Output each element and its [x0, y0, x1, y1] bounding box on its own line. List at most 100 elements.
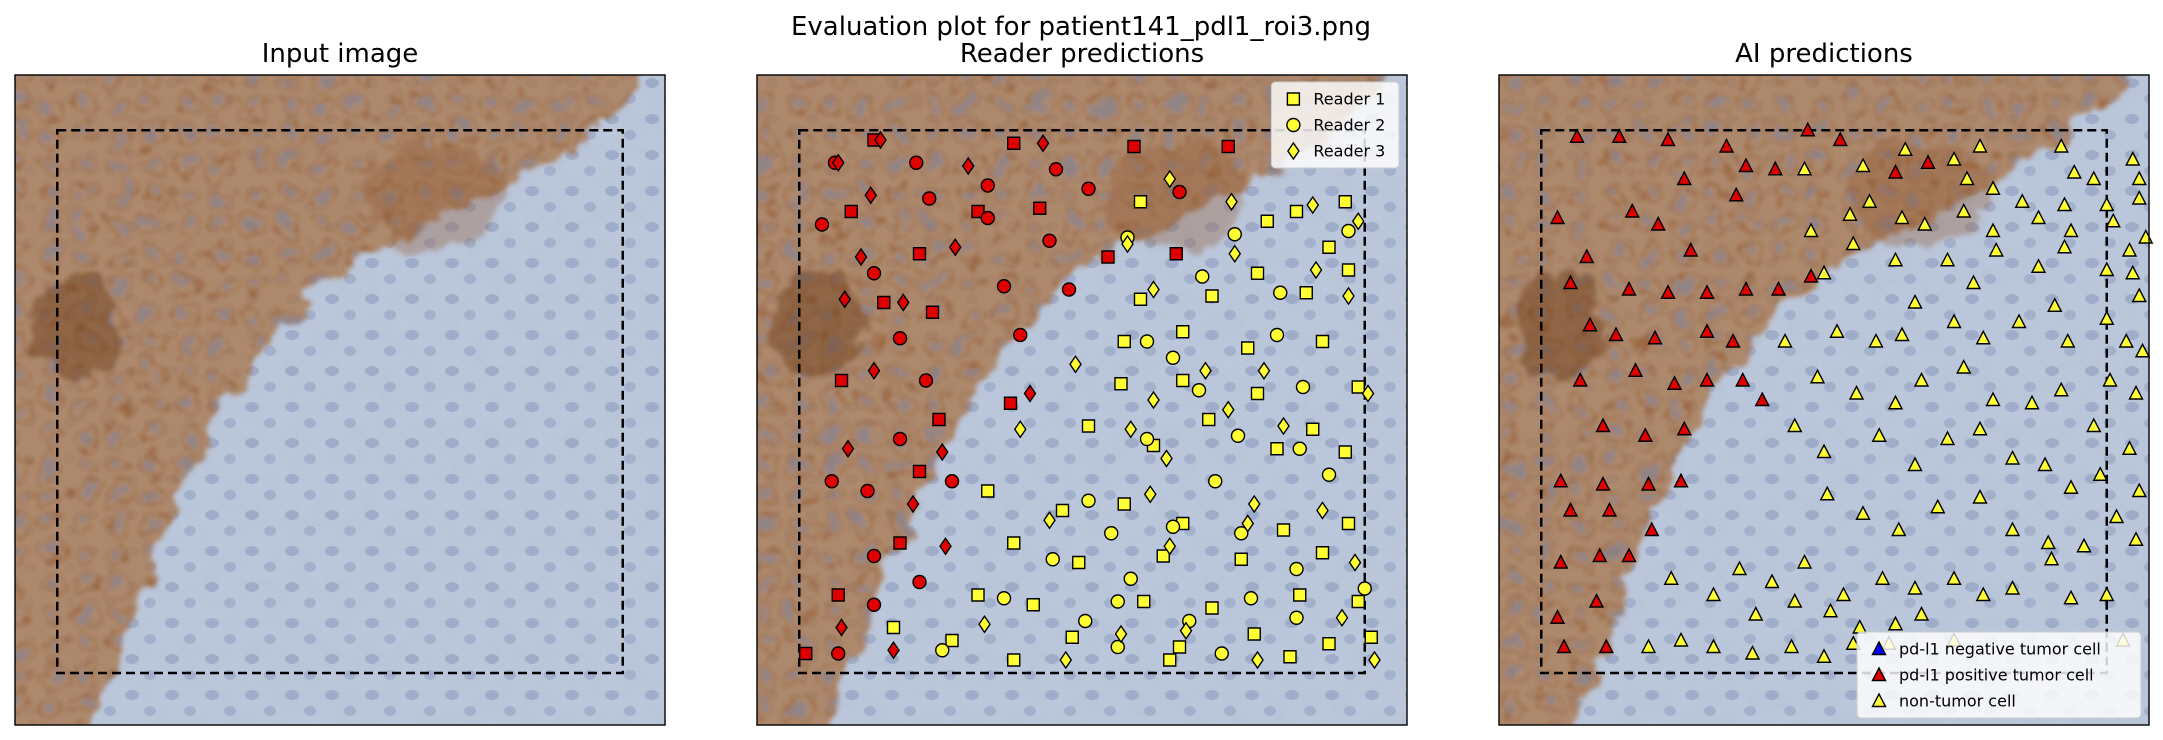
- data-point: [1199, 361, 1212, 380]
- ai-predictions-panel: AI predictions pd-l1 negative tumor cell p…: [1498, 39, 2154, 726]
- data-point: [1117, 334, 1131, 349]
- data-point: [1306, 195, 1320, 215]
- data-point: [1728, 186, 1744, 202]
- data-point: [867, 361, 881, 380]
- data-point: [1871, 427, 1887, 442]
- data-point: [1595, 475, 1611, 491]
- data-point: [1169, 247, 1183, 261]
- data-point: [2102, 371, 2118, 387]
- data-point: [1748, 605, 1764, 621]
- data-point: [1117, 497, 1131, 511]
- data-point: [1894, 209, 1910, 225]
- data-point: [2004, 449, 2021, 465]
- data-point: [2040, 534, 2056, 550]
- data-point: [1221, 400, 1235, 419]
- data-point: [1147, 280, 1160, 299]
- data-point: [2099, 310, 2115, 325]
- data-point: [1033, 201, 1047, 215]
- data-point: [1243, 591, 1259, 606]
- data-point: [2076, 537, 2092, 553]
- data-point: [831, 153, 845, 172]
- data-point: [1208, 474, 1223, 489]
- data-point: [1277, 416, 1290, 436]
- data-point: [1013, 420, 1027, 439]
- data-point: [1868, 332, 1884, 348]
- data-point: [1273, 285, 1288, 300]
- legend-entry-label: pd-l1 negative tumor cell: [1899, 640, 2101, 659]
- data-point: [1985, 391, 2001, 407]
- data-point: [1269, 327, 1285, 343]
- data-point: [1796, 553, 1813, 569]
- data-point: [1705, 638, 1722, 654]
- data-point: [2066, 163, 2082, 179]
- data-point: [961, 156, 975, 176]
- data-point: [996, 591, 1012, 606]
- data-point: [887, 641, 900, 660]
- legend-box: [1856, 631, 2142, 719]
- data-point: [1299, 286, 1313, 300]
- data-point: [1800, 121, 1816, 137]
- series-1: [814, 155, 1372, 661]
- data-point: [935, 442, 949, 462]
- data-point: [1322, 240, 1336, 254]
- data-point: [1165, 350, 1181, 365]
- data-point: [2131, 482, 2147, 498]
- legend-entry-label: pd-l1 positive tumor cell: [1899, 666, 2094, 685]
- series-0: [799, 133, 1378, 667]
- data-point: [1341, 223, 1356, 239]
- data-point: [1907, 456, 1923, 472]
- data-point: [2043, 550, 2060, 566]
- data-point: [866, 548, 882, 564]
- data-point: [1783, 638, 1800, 654]
- data-point: [1887, 251, 1904, 267]
- data-point: [1972, 488, 1988, 504]
- data-point: [1341, 263, 1356, 277]
- data-point: [1946, 570, 1962, 585]
- data-point: [1289, 561, 1304, 577]
- data-point: [1699, 323, 1715, 338]
- data-point: [1306, 422, 1320, 436]
- data-point: [1731, 560, 1748, 576]
- data-point: [1598, 638, 1614, 654]
- data-point: [2024, 394, 2040, 410]
- data-point: [1637, 427, 1653, 442]
- data-point: [1250, 266, 1265, 280]
- data-point: [866, 597, 882, 612]
- data-point: [2118, 332, 2134, 348]
- panel-title: AI predictions: [1735, 39, 1913, 69]
- data-point: [1179, 621, 1193, 640]
- data-point: [1227, 227, 1242, 242]
- data-point: [1160, 449, 1173, 468]
- data-point: [1595, 417, 1611, 433]
- data-point: [945, 633, 959, 648]
- data-point: [1260, 214, 1274, 228]
- data-point: [2086, 170, 2102, 186]
- axes-frame: [1498, 74, 2150, 726]
- data-point: [1250, 386, 1265, 401]
- data-point: [1214, 646, 1229, 661]
- legend-marker: [1871, 692, 1887, 708]
- data-point: [1283, 650, 1297, 664]
- data-point: [1777, 332, 1793, 348]
- data-point: [2099, 586, 2115, 602]
- data-point: [1341, 516, 1356, 531]
- data-point: [1114, 624, 1128, 644]
- data-point: [1624, 202, 1640, 218]
- legend-marker: [1286, 92, 1301, 106]
- axes-frame: [14, 74, 666, 726]
- data-point: [1081, 493, 1096, 508]
- data-point: [892, 331, 908, 346]
- data-point: [1315, 546, 1330, 560]
- data-point: [892, 431, 908, 447]
- data-point: [1874, 570, 1891, 585]
- data-point: [1549, 209, 1566, 225]
- data-point: [1848, 384, 1865, 400]
- data-point: [2063, 479, 2079, 494]
- data-point: [1251, 650, 1264, 670]
- data-point: [996, 279, 1012, 294]
- data-point: [1939, 251, 1956, 267]
- data-point: [2131, 189, 2147, 205]
- data-point: [2099, 261, 2115, 277]
- data-point: [1342, 286, 1355, 306]
- data-point: [980, 178, 995, 193]
